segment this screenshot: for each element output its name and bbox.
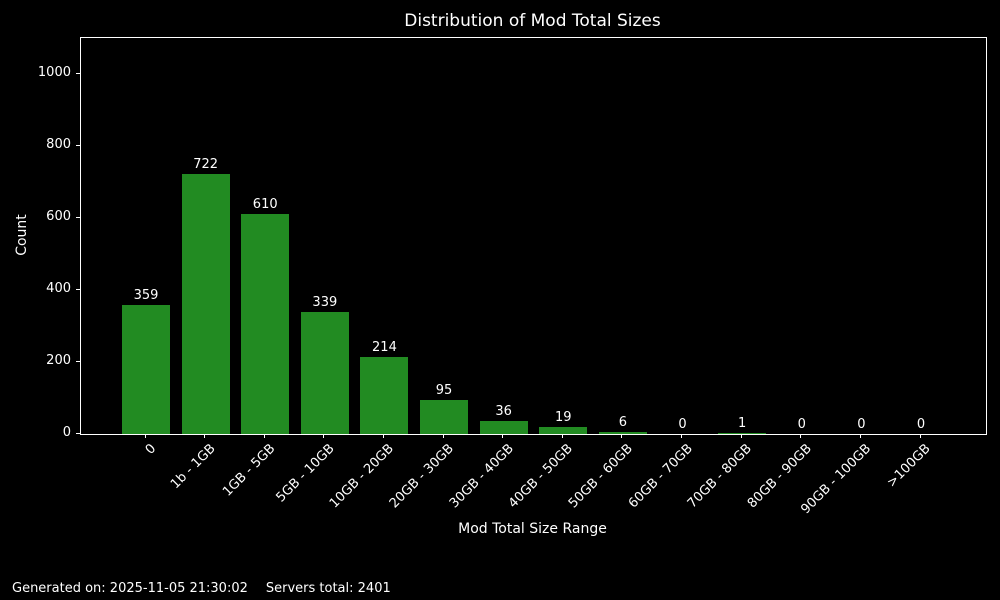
chart-title: Distribution of Mod Total Sizes (404, 11, 661, 31)
bar-value-label: 722 (193, 157, 219, 172)
bar-1GB - 5GB (241, 214, 290, 434)
bar-value-label: 95 (435, 383, 453, 398)
footer-status-line: Generated on: 2025-11-05 21:30:02 Servers… (12, 581, 391, 596)
y-tick-mark (76, 360, 80, 362)
bar-0 (122, 305, 170, 434)
x-tick-mark (144, 434, 146, 438)
bar-30GB - 40GB (479, 421, 528, 434)
bar-value-label: 6 (618, 415, 628, 430)
y-tick-mark (76, 72, 80, 74)
y-tick-mark (76, 288, 80, 290)
bar-value-label: 0 (678, 417, 687, 432)
bar-value-label: 36 (495, 404, 512, 419)
bar-value-label: 214 (372, 340, 397, 355)
y-tick-label: 0 (62, 425, 71, 440)
x-tick-mark (263, 434, 265, 438)
x-tick-mark (621, 434, 623, 438)
bar-70GB - 80GB (718, 433, 767, 434)
x-tick-label: 5GB - 10GB (273, 441, 338, 506)
bar-10GB - 20GB (360, 357, 409, 434)
bar-20GB - 30GB (420, 400, 469, 434)
x-tick-label: >100GB (884, 441, 934, 491)
bar-value-label: 610 (252, 197, 278, 212)
x-tick-label: 0 (142, 441, 159, 458)
x-tick-mark (740, 434, 742, 438)
x-tick-label: 1GB - 5GB (219, 441, 279, 500)
x-tick-mark (859, 434, 861, 438)
y-tick-label: 800 (46, 137, 71, 152)
x-axis-label: Mod Total Size Range (458, 521, 607, 537)
x-tick-mark (382, 434, 384, 438)
generated-on-text: Generated on: 2025-11-05 21:30:02 (12, 581, 248, 596)
servers-total-text: Servers total: 2401 (265, 581, 391, 596)
plot-area: 359 722 610 339 214 95 36 19 6 0 1 0 0 0 (80, 37, 987, 435)
x-tick-mark (800, 434, 802, 438)
bar-1b - 1GB (181, 174, 230, 434)
x-tick-mark (323, 434, 325, 438)
y-tick-mark (76, 216, 80, 218)
x-tick-mark (561, 434, 563, 438)
bar-5GB - 10GB (300, 312, 349, 434)
y-tick-label: 400 (46, 281, 71, 296)
x-tick-mark (681, 434, 683, 438)
x-tick-mark (919, 434, 921, 438)
bar-value-label: 19 (555, 410, 572, 425)
y-tick-label: 200 (46, 353, 71, 368)
bar-value-label: 359 (133, 288, 159, 303)
bar-value-label: 0 (916, 417, 926, 432)
x-tick-mark (502, 434, 504, 438)
bar-50GB - 60GB (598, 432, 647, 434)
bar-40GB - 50GB (539, 427, 588, 434)
x-tick-label: 1b - 1GB (167, 441, 219, 493)
bar-value-label: 1 (738, 416, 747, 431)
y-tick-label: 1000 (37, 65, 71, 80)
x-tick-mark (204, 434, 206, 438)
bar-value-label: 339 (312, 295, 338, 310)
bar-value-label: 0 (797, 417, 806, 432)
bar-value-label: 0 (857, 417, 866, 432)
x-tick-mark (442, 434, 444, 438)
y-tick-mark (76, 432, 80, 434)
y-tick-label: 600 (46, 209, 71, 224)
y-tick-mark (76, 144, 80, 146)
